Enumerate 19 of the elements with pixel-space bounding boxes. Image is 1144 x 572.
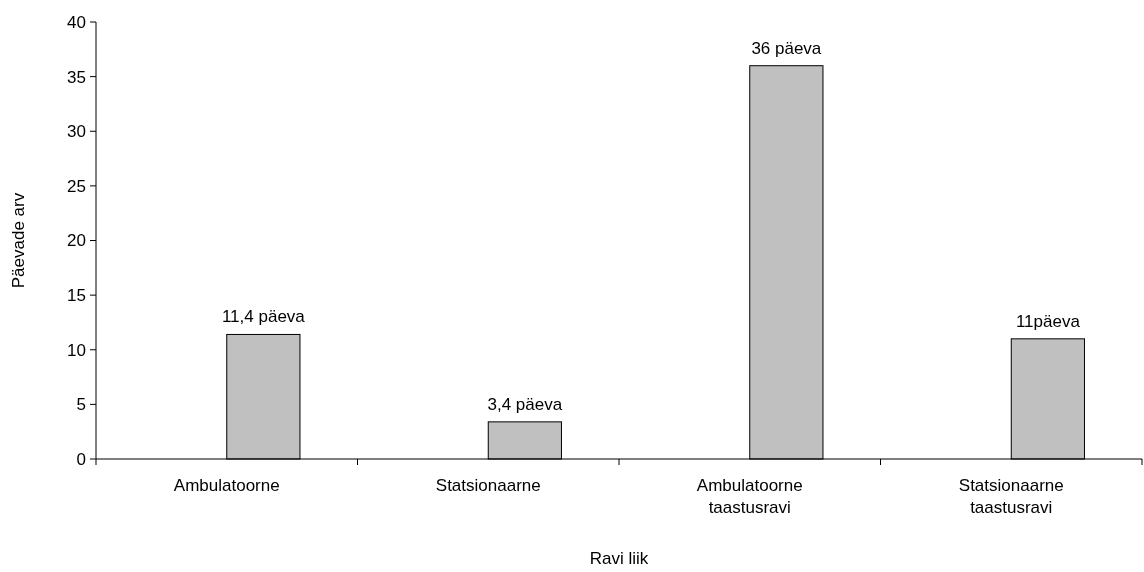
data-label: 36 päeva	[751, 38, 822, 58]
x-tick-label: Statsionaarne	[435, 476, 541, 495]
x-tick-label: Ambulatoorne taastusravi	[696, 476, 803, 517]
x-tick-label: Ambulatoorne	[173, 476, 280, 495]
data-label: 3,4 päeva	[487, 394, 563, 414]
y-tick-label: 40	[67, 12, 86, 32]
y-tick-label: 10	[67, 340, 86, 360]
y-tick-label: 30	[67, 122, 86, 142]
y-tick-label: 20	[67, 231, 86, 251]
data-label: 11päeva	[1015, 311, 1081, 331]
data-label: 11,4 päeva	[221, 307, 306, 327]
x-tick-label: Statsionaarne taastusravi	[958, 476, 1064, 517]
y-tick-label: 15	[67, 286, 86, 306]
x-axis-title: Ravi liik	[589, 549, 649, 568]
y-tick-label: 0	[76, 449, 86, 469]
y-tick-label: 5	[76, 395, 86, 415]
y-tick-label: 25	[67, 176, 86, 196]
y-tick-label: 35	[67, 67, 86, 87]
y-axis-title: Päevade arv	[9, 192, 28, 289]
